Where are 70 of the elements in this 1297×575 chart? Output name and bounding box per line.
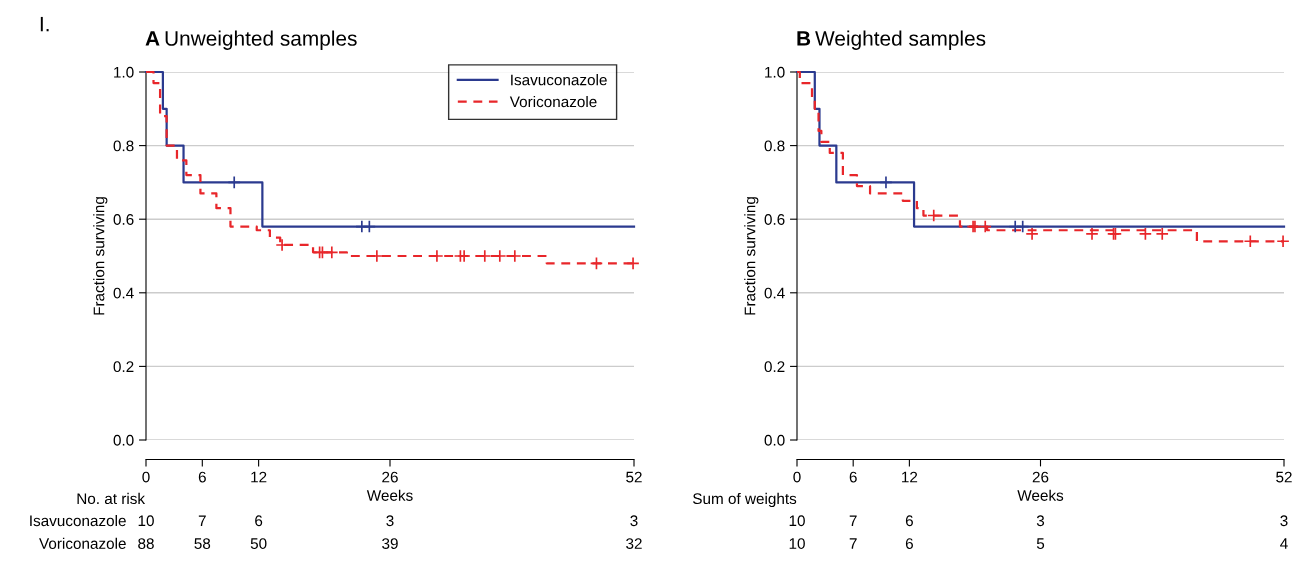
text: 88 — [138, 538, 154, 549]
point — [1276, 234, 1290, 248]
text: 5 — [1036, 538, 1045, 549]
y-tick-label: 1.0 — [114, 66, 134, 78]
text: 7 — [198, 515, 206, 527]
x-tick-label: 12 — [902, 471, 918, 483]
x-tick-label: 26 — [382, 471, 398, 483]
y-tick-label: 0.2 — [764, 361, 785, 373]
point — [1138, 227, 1153, 241]
text: No. at risk — [77, 492, 146, 505]
x-tick-label: 52 — [1276, 471, 1292, 483]
x-tick-label: 12 — [251, 471, 267, 483]
point — [325, 245, 339, 259]
text: 3 — [630, 515, 638, 527]
point — [879, 175, 893, 190]
text: 50 — [250, 538, 267, 549]
point — [927, 208, 941, 223]
text: Isavuconazole — [30, 514, 126, 527]
text: 58 — [194, 538, 211, 549]
y-axis-title: Fraction surviving — [93, 197, 108, 315]
chart-title: A Unweighted samples — [145, 30, 357, 50]
text: Sum of weights — [693, 492, 797, 508]
y-tick-label: 0.2 — [113, 361, 134, 373]
point — [362, 219, 376, 234]
text: 7 — [849, 515, 857, 527]
text: 6 — [905, 538, 913, 549]
chart-title: B Weighted samples — [797, 30, 986, 50]
y-tick-label: 0.4 — [113, 287, 134, 299]
x-tick-label: 6 — [849, 471, 857, 483]
y-axis-title: Fraction surviving — [744, 197, 759, 315]
text: 6 — [255, 515, 263, 527]
legend-label: Voriconazole — [509, 95, 597, 108]
text: 10 — [789, 515, 805, 527]
text: 39 — [382, 538, 398, 549]
point — [1243, 234, 1257, 248]
x-tick-label: 0 — [793, 471, 801, 483]
y-tick-label: 0.8 — [113, 140, 134, 152]
text: 3 — [1280, 515, 1288, 527]
point — [227, 175, 241, 190]
text: 4 — [1280, 538, 1288, 549]
y-tick-label: 1.0 — [765, 66, 785, 78]
point — [1155, 227, 1169, 241]
point — [1085, 227, 1099, 241]
y-tick-label: 0.0 — [113, 434, 134, 446]
point — [626, 256, 640, 271]
x-tick-label: 52 — [626, 471, 642, 483]
text: 10 — [789, 538, 805, 549]
point — [1016, 219, 1030, 234]
legend-label: Isavuconazole — [511, 74, 607, 86]
text: 7 — [849, 538, 857, 549]
point — [589, 256, 604, 271]
text: 3 — [1036, 515, 1045, 527]
point — [978, 219, 992, 234]
text: 3 — [386, 515, 394, 527]
text: 6 — [905, 515, 913, 527]
text: I. — [40, 16, 49, 32]
text: 32 — [626, 538, 642, 549]
y-tick-label: 0.8 — [764, 140, 785, 152]
point — [1025, 227, 1039, 241]
x-axis-title: Weeks — [1017, 489, 1064, 501]
x-tick-label: 26 — [1032, 471, 1049, 483]
text: 10 — [138, 515, 154, 527]
y-tick-label: 0.6 — [113, 214, 134, 225]
y-tick-label: 0.0 — [764, 434, 785, 446]
x-tick-label: 0 — [142, 471, 150, 483]
y-tick-label: 0.6 — [764, 214, 785, 225]
x-tick-label: 6 — [198, 471, 206, 483]
y-tick-label: 0.4 — [764, 287, 785, 299]
text: Voriconazole — [39, 537, 126, 549]
x-axis-title: Weeks — [366, 489, 413, 501]
